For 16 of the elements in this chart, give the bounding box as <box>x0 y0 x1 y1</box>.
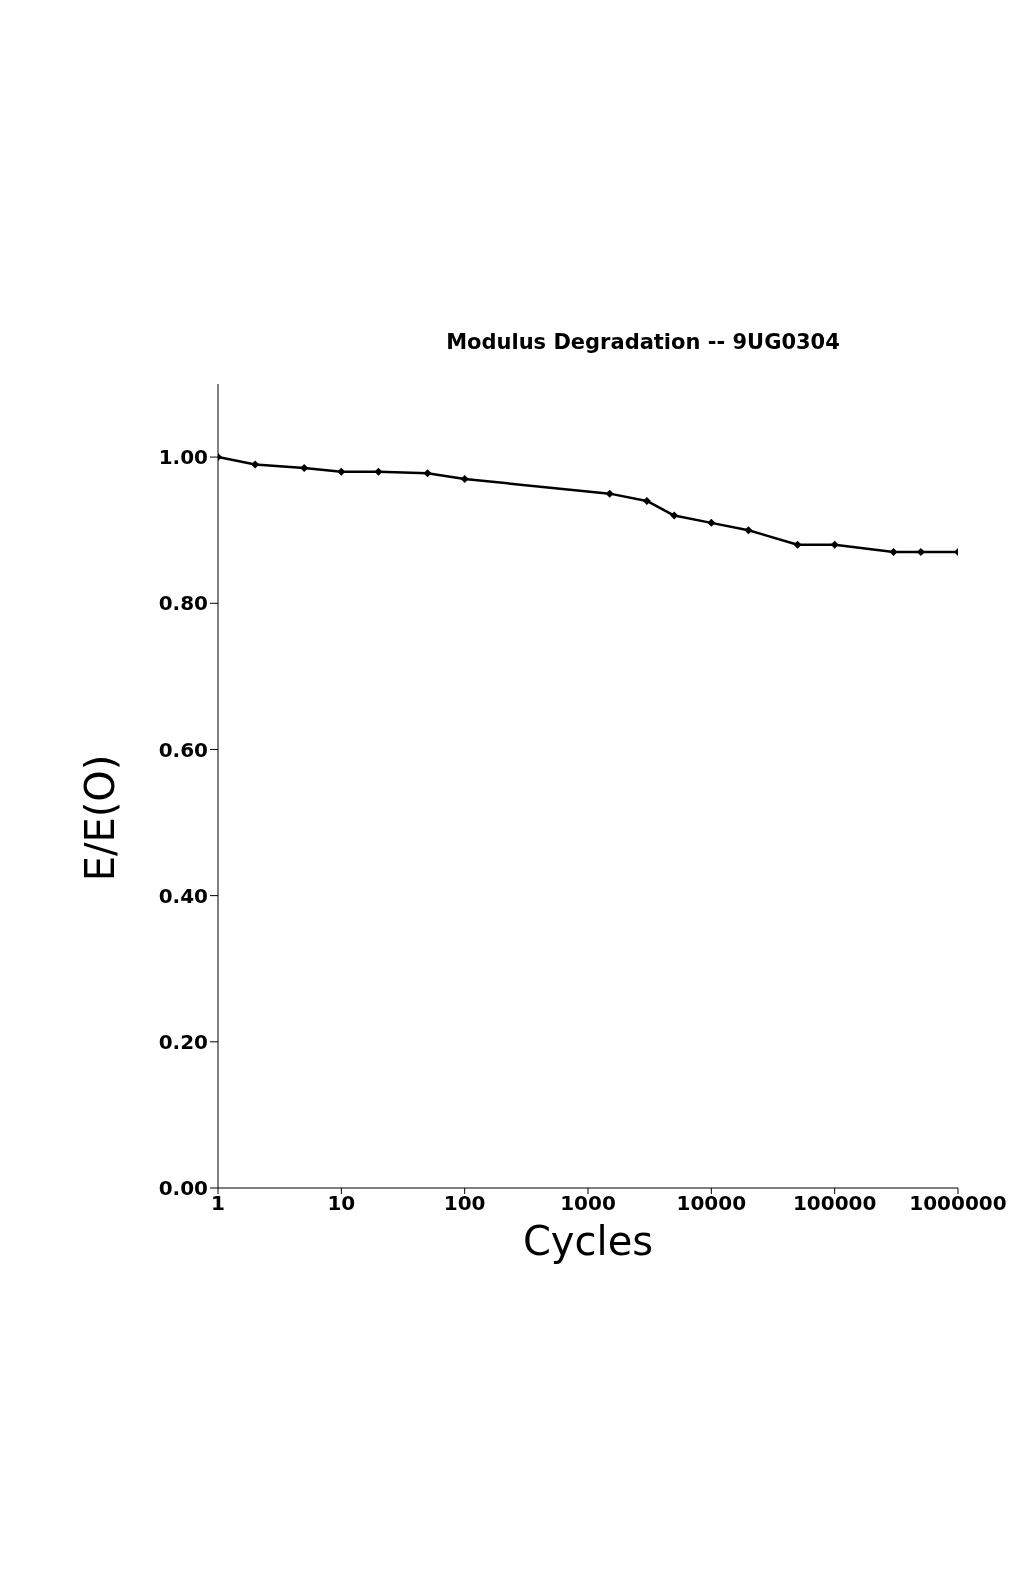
chart-title: Modulus Degradation -- 9UG0304 <box>445 330 841 354</box>
x-tick-label: 10000 <box>676 1191 747 1216</box>
x-axis-title: Cycles <box>521 1218 655 1264</box>
x-tick-label: 10 <box>327 1191 356 1216</box>
x-tick-label: 1000 <box>560 1191 616 1216</box>
x-tick-label: 1 <box>211 1191 225 1216</box>
y-tick-label: 0.00 <box>158 1176 208 1201</box>
y-tick-label: 0.40 <box>158 883 208 908</box>
x-tick-label: 100 <box>443 1191 486 1216</box>
x-tick-label: 100000 <box>792 1191 877 1216</box>
y-tick-label: 1.00 <box>158 445 208 470</box>
y-tick-label: 0.20 <box>158 1029 208 1054</box>
y-tick-label: 0.60 <box>158 737 208 762</box>
x-tick-label: 1000000 <box>909 1191 1007 1216</box>
y-axis-title: E/E(O) <box>77 754 123 882</box>
y-tick-label: 0.80 <box>158 591 208 616</box>
